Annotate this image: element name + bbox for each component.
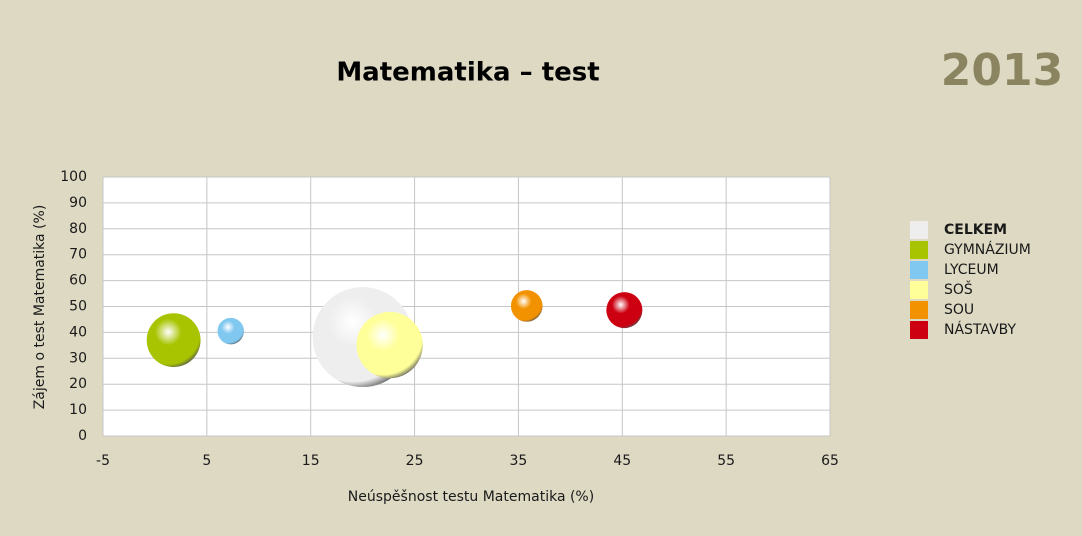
legend-swatch <box>910 221 928 239</box>
y-tick-label: 50 <box>69 299 87 315</box>
x-tick-label: 55 <box>717 453 735 469</box>
x-tick-label: -5 <box>96 453 110 469</box>
legend-label: LYCEUM <box>944 262 999 278</box>
legend-swatch <box>910 261 928 279</box>
y-tick-label: 60 <box>69 273 87 289</box>
x-axis-label: Neúspěšnost testu Matematika (%) <box>348 489 594 505</box>
bubble <box>146 313 201 368</box>
y-tick-label: 0 <box>78 428 87 444</box>
y-tick-label: 20 <box>69 376 87 392</box>
legend-swatch <box>910 281 928 299</box>
bubble <box>606 292 643 329</box>
legend-label: GYMNÁZIUM <box>944 241 1031 258</box>
y-tick-label: 10 <box>69 402 87 418</box>
legend-label: SOŠ <box>944 280 973 298</box>
chart-title: Matematika – test <box>336 58 599 88</box>
y-tick-label: 80 <box>69 221 87 237</box>
legend-label: NÁSTAVBY <box>944 321 1016 338</box>
y-tick-label: 30 <box>69 350 87 366</box>
legend-label: SOU <box>944 302 974 318</box>
y-tick-label: 40 <box>69 324 87 340</box>
x-tick-label: 65 <box>821 453 839 469</box>
y-tick-label: 100 <box>60 169 87 185</box>
y-tick-label: 90 <box>69 195 87 211</box>
x-tick-label: 25 <box>406 453 424 469</box>
year-annotation: 2013 <box>941 45 1063 96</box>
legend-label: CELKEM <box>944 222 1007 238</box>
legend-swatch <box>910 241 928 259</box>
bubble <box>217 317 244 345</box>
x-tick-label: 5 <box>202 453 211 469</box>
y-axis-label: Zájem o test Matematika (%) <box>32 205 48 410</box>
x-tick-label: 15 <box>302 453 320 469</box>
bubble <box>356 311 423 379</box>
legend-swatch <box>910 301 928 319</box>
bubble <box>510 290 543 322</box>
legend-swatch <box>910 321 928 339</box>
y-tick-label: 70 <box>69 247 87 263</box>
x-tick-label: 45 <box>613 453 631 469</box>
x-tick-label: 35 <box>510 453 528 469</box>
